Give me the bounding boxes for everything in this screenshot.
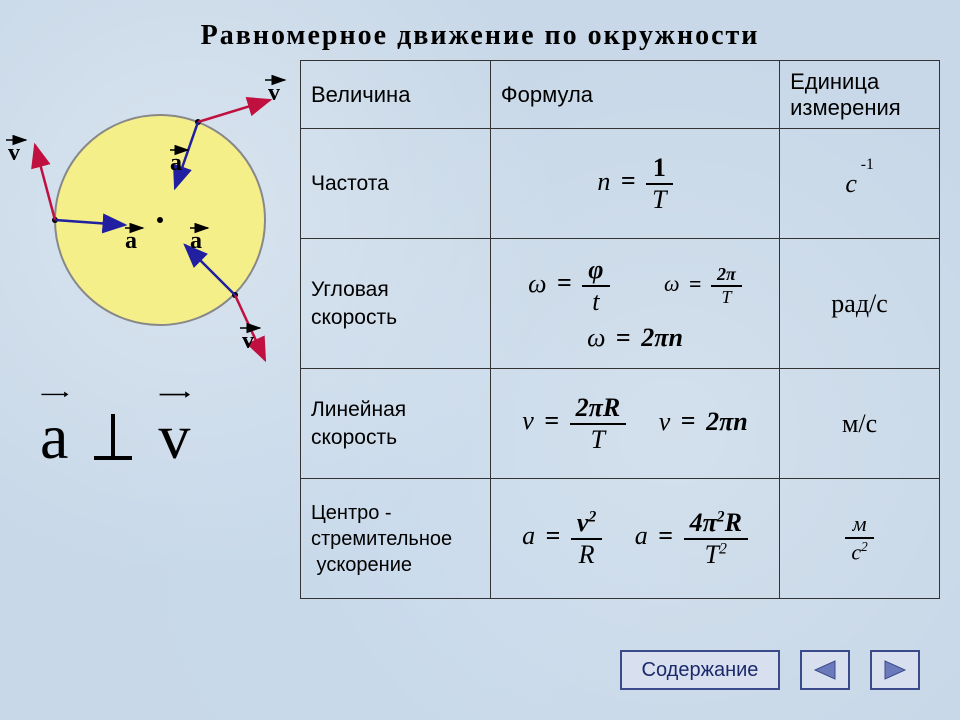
prev-button[interactable] xyxy=(800,650,850,690)
perpendicular-relation: a v xyxy=(40,400,190,478)
quantity-cell: Частота xyxy=(301,129,491,239)
unit-cell: с -1 xyxy=(780,129,940,239)
table-row: Угловая скорость ω = φt ω = 2πT ω = 2πn … xyxy=(301,239,940,369)
svg-text:a: a xyxy=(125,228,137,254)
quantity-cell: Центро -стремительное ускорение xyxy=(301,479,491,599)
contents-button[interactable]: Содержание xyxy=(620,650,780,690)
triangle-left-icon xyxy=(811,659,839,681)
table-header-row: Величина Формула Единица измерения xyxy=(301,61,940,129)
unit-cell: рад/с xyxy=(780,239,940,369)
formula-cell: n = 1T xyxy=(490,129,779,239)
svg-text:v: v xyxy=(268,80,280,106)
svg-text:v: v xyxy=(242,328,254,354)
contents-button-label: Содержание xyxy=(642,659,759,682)
triangle-right-icon xyxy=(881,659,909,681)
svg-text:v: v xyxy=(8,140,20,166)
col-formula: Формула xyxy=(490,61,779,129)
svg-text:a: a xyxy=(190,228,202,254)
quantity-cell: Угловая скорость xyxy=(301,239,491,369)
circular-motion-diagram: v a v a v a xyxy=(10,70,290,350)
unit-cell: м/с xyxy=(780,369,940,479)
col-quantity: Величина xyxy=(301,61,491,129)
formula-cell: v = 2πRT v = 2πn xyxy=(490,369,779,479)
formula-cell: a = v2R a = 4π2RT2 xyxy=(490,479,779,599)
table-row: Центро -стремительное ускорение a = v2R … xyxy=(301,479,940,599)
quantity-cell: Линейная скорость xyxy=(301,369,491,479)
unit-cell: мс2 xyxy=(780,479,940,599)
perp-a-label: a xyxy=(40,401,68,472)
formula-cell: ω = φt ω = 2πT ω = 2πn xyxy=(490,239,779,369)
page-title: Равномерное движение по окружности xyxy=(0,20,960,52)
formulas-table: Величина Формула Единица измерения Часто… xyxy=(300,60,940,599)
table-row: Частота n = 1T с -1 xyxy=(301,129,940,239)
table-row: Линейная скорость v = 2πRT v = 2πn м/с xyxy=(301,369,940,479)
perpendicular-icon xyxy=(90,404,136,478)
next-button[interactable] xyxy=(870,650,920,690)
col-unit: Единица измерения xyxy=(780,61,940,129)
svg-text:a: a xyxy=(170,150,182,176)
perp-v-label: v xyxy=(158,401,190,472)
